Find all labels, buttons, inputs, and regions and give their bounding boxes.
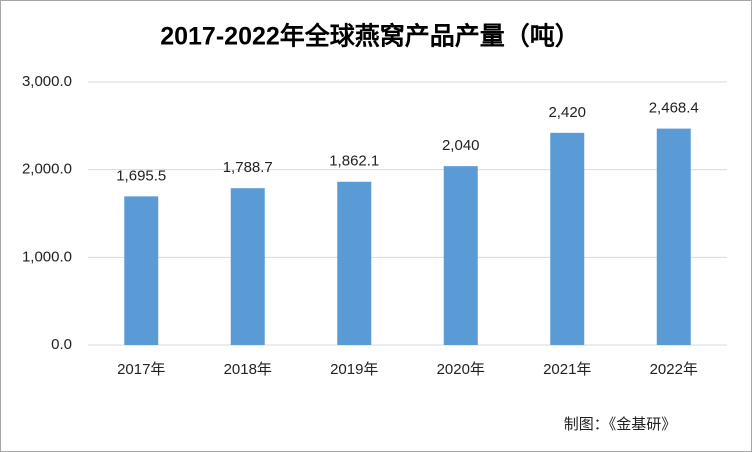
value-label: 2,420 <box>548 104 586 121</box>
y-tick-label: 1,000.0 <box>22 248 72 265</box>
y-tick-label: 2,000.0 <box>22 161 72 178</box>
value-label: 1,862.1 <box>329 153 379 170</box>
value-label: 1,788.7 <box>223 159 273 176</box>
value-label: 2,040 <box>442 137 480 154</box>
x-tick-label: 2022年 <box>650 361 698 378</box>
x-tick-label: 2018年 <box>224 361 272 378</box>
bar <box>656 128 691 345</box>
value-label: 1,695.5 <box>116 167 166 184</box>
bar <box>230 188 265 345</box>
bar <box>124 196 159 345</box>
x-tick-label: 2019年 <box>330 361 378 378</box>
bar <box>550 132 585 345</box>
bar <box>337 181 372 345</box>
y-tick-label: 3,000.0 <box>22 73 72 90</box>
bar <box>443 166 478 345</box>
chart-title: 2017-2022年全球燕窝产品产量（吨） <box>160 22 580 51</box>
value-label: 2,468.4 <box>649 100 699 117</box>
source-note: 制图：《金基研》 <box>564 416 677 433</box>
x-tick-label: 2020年 <box>437 361 485 378</box>
x-tick-label: 2017年 <box>117 361 165 378</box>
y-tick-label: 0.0 <box>51 336 72 353</box>
x-tick-label: 2021年 <box>543 361 591 378</box>
